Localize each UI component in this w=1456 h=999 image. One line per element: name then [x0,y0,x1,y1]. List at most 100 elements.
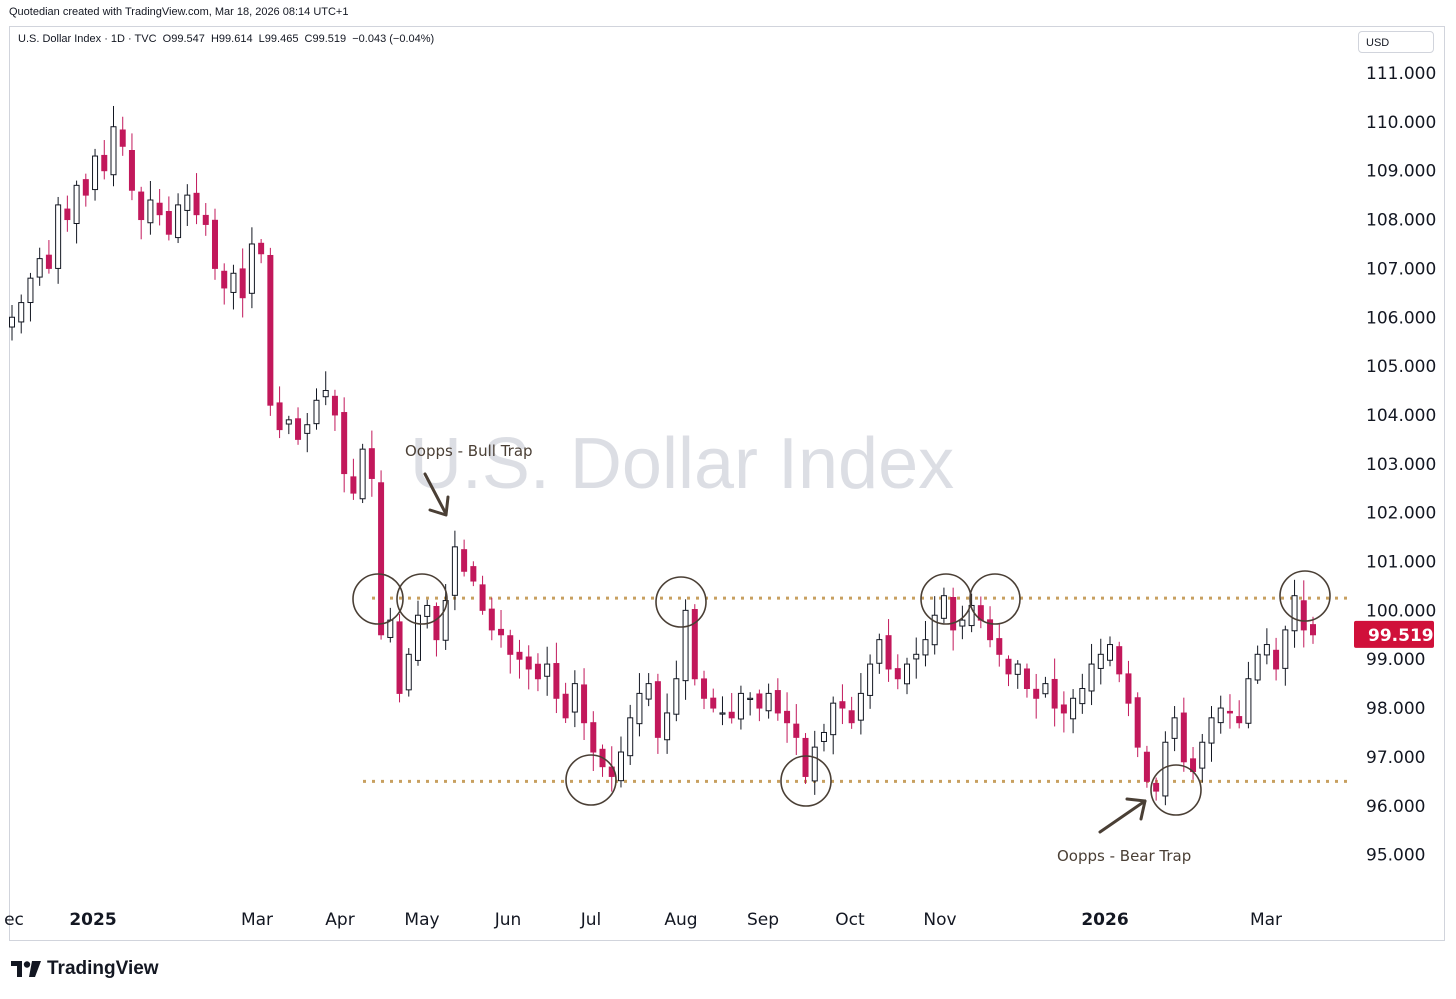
time-tick-label: Jun [494,910,522,930]
candle-body [248,243,255,294]
candle-body [1199,741,1206,769]
last-price-label: 99.519 [1368,626,1434,646]
price-tick-label: 95.000 [1366,846,1425,866]
candle-body [1310,624,1316,636]
candle-body [1153,782,1160,792]
candle-body [156,202,163,216]
candle-body [1134,697,1141,748]
price-tick-label: 101.000 [1366,553,1436,573]
candle-body [45,254,52,269]
price-tick-label: 100.000 [1366,601,1436,621]
candle-body [627,717,634,757]
candle-body [147,199,154,224]
candle-body [488,608,495,631]
time-tick-label: Jul [580,910,602,930]
candle-body [1097,653,1104,669]
circle-markers [352,570,1331,816]
candle-body [110,126,117,176]
candle-body [636,692,643,725]
candle-body [617,751,624,782]
candle-body [959,619,966,627]
candle-body [387,619,394,638]
circle-marker [969,573,1021,625]
bull-trap-arrow [423,472,448,516]
candle-body [36,258,43,278]
candle-body [119,129,126,147]
time-tick-label: 2026 [1081,910,1128,930]
candle-body [553,663,560,699]
price-tick-label: 107.000 [1366,259,1436,279]
last-price-badge [1354,620,1434,648]
time-tick-label: Nov [923,910,956,930]
candle-body [184,194,191,211]
candle-body [1051,678,1058,709]
candle-body [931,614,938,646]
candle-body [1042,683,1049,695]
candle-body [211,219,218,269]
candle-body [285,419,292,425]
candle-body [461,549,468,572]
candle-body [295,418,302,440]
candle-body [544,663,551,677]
candle-body [322,390,329,398]
candle-body [405,653,412,691]
candle-body [922,639,929,656]
candle-body [987,619,994,641]
candle-body [1254,653,1261,681]
candle-body [1208,717,1215,744]
candle-body [691,609,698,680]
candle-body [1263,644,1270,656]
price-tick-label: 109.000 [1366,162,1436,182]
candle-body [313,399,320,425]
currency-selector[interactable]: USD [1358,31,1434,53]
candle-body [1143,751,1150,782]
candle-body [258,242,265,255]
candle-body [1171,717,1178,739]
candle-body [27,277,34,304]
candle-body [590,722,597,753]
candle-body [562,693,569,719]
candle-body [784,710,791,724]
candle-body [950,597,957,631]
candle-body [876,639,883,664]
circle-marker [352,573,404,625]
candle-body [331,395,338,416]
candle-body [885,635,892,670]
time-tick-label: Oct [835,910,865,930]
circle-marker [1279,570,1331,622]
price-tick-label: 103.000 [1366,455,1436,475]
candle-body [1116,646,1123,675]
price-tick-label: 111.000 [1366,64,1436,84]
price-tick-label: 96.000 [1366,797,1425,817]
candle-body [202,214,209,225]
candle-body [1088,663,1095,692]
candle-body [654,681,661,738]
bear-trap-arrow [1098,799,1147,834]
candle-body [857,692,864,721]
candle-body [664,712,671,741]
circle-marker [655,576,707,628]
tradingview-logo[interactable]: TradingView [11,958,159,980]
candle-body [267,254,274,406]
candle-body [867,663,874,696]
candle-body [92,155,99,191]
candle-body [1300,600,1307,631]
candle-body [710,697,717,709]
candle-body [737,692,744,720]
candle-body [165,211,172,235]
circle-marker [780,755,832,807]
candle-body [571,683,578,713]
candle-body [996,638,1003,655]
candle-body [673,678,680,715]
candle-body [276,402,283,431]
time-tick-label: Sep [747,910,779,930]
candle-body [682,609,689,682]
time-tick-label: Apr [325,910,354,930]
candle-body [913,653,920,660]
symbol-legend[interactable]: U.S. Dollar Index · 1D · TVC O99.547 H99… [18,33,435,45]
circle-marker [565,754,617,806]
chart-watermark: U.S. Dollar Index [410,424,954,504]
candle-body [581,684,588,724]
candle-body [525,656,532,670]
